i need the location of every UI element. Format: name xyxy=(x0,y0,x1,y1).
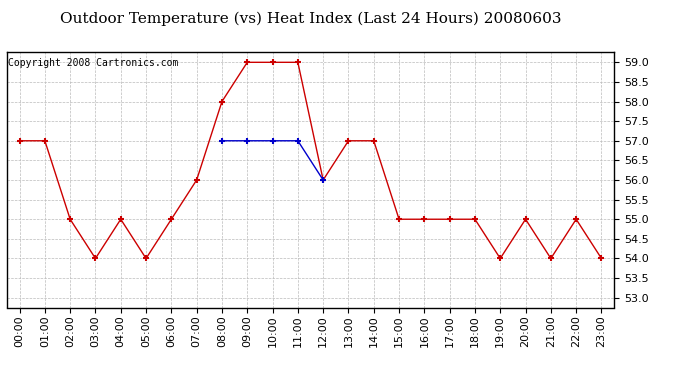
Text: Copyright 2008 Cartronics.com: Copyright 2008 Cartronics.com xyxy=(8,58,179,68)
Text: Outdoor Temperature (vs) Heat Index (Last 24 Hours) 20080603: Outdoor Temperature (vs) Heat Index (Las… xyxy=(60,11,561,26)
